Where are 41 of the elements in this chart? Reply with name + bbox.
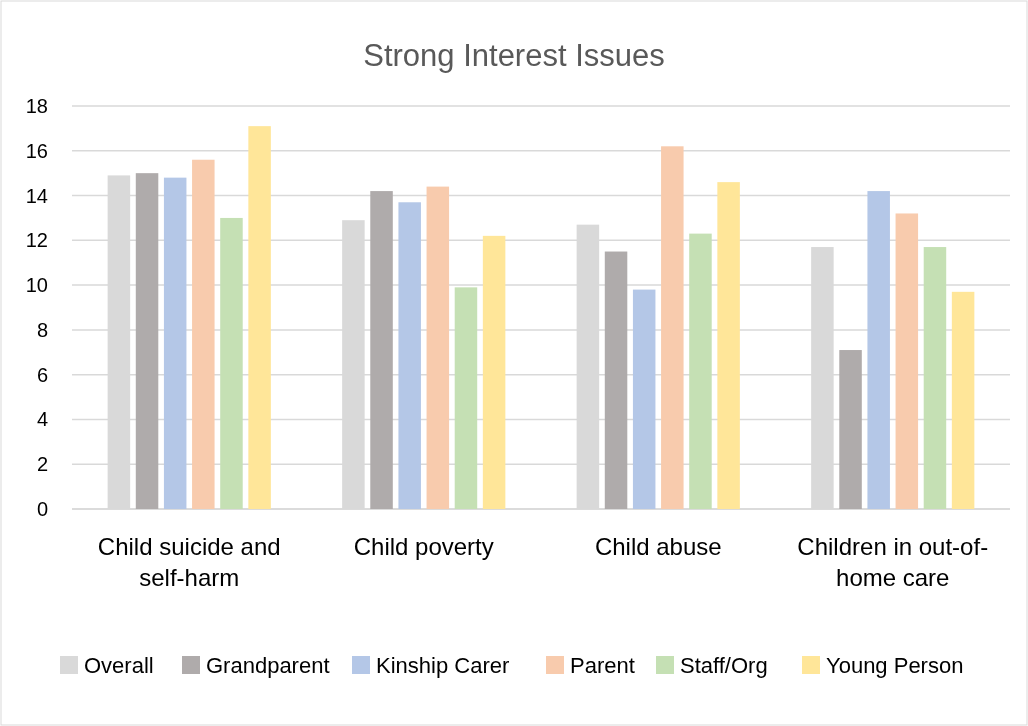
y-tick-label: 6: [36, 363, 48, 386]
bar: [661, 146, 684, 509]
x-tick-label: Children in out-of-home care: [797, 533, 989, 591]
y-tick-label: 16: [25, 139, 48, 162]
y-tick-label: 8: [36, 318, 48, 341]
legend-label: Parent: [570, 652, 635, 678]
y-tick-label: 2: [36, 453, 48, 476]
bar: [867, 191, 890, 509]
bar: [454, 287, 478, 509]
y-tick-label: 4: [36, 408, 48, 431]
bar: [192, 159, 215, 509]
bar: [482, 235, 506, 509]
bar: [632, 289, 656, 509]
legend-label: Young Person: [826, 652, 964, 678]
chart-title: Strong Interest Issues: [363, 38, 665, 73]
y-tick-label: 14: [25, 184, 48, 207]
bar: [220, 217, 243, 509]
bar: [951, 291, 975, 509]
legend-label: Overall: [84, 652, 154, 678]
y-tick-label: 0: [36, 498, 48, 520]
bar: [135, 173, 159, 509]
bar: [923, 247, 947, 509]
legend-label: Kinship Carer: [376, 652, 510, 678]
bar: [370, 191, 393, 509]
bar: [163, 177, 187, 509]
bar: [398, 202, 421, 509]
bar: [717, 182, 740, 509]
legend-label: Staff/Org: [680, 652, 768, 678]
legend-label: Grandparent: [206, 652, 330, 678]
bar: [248, 126, 271, 509]
y-tick-label: 18: [25, 95, 48, 117]
bar: [689, 233, 712, 509]
x-tick-label: Child poverty: [353, 533, 494, 560]
y-tick-label: 10: [25, 274, 48, 297]
bar: [895, 213, 919, 509]
y-tick-label: 12: [25, 229, 48, 252]
x-tick-label: Child suicide and self-harm: [97, 533, 281, 591]
bar: [426, 186, 450, 509]
bar: [839, 350, 862, 509]
bar: [604, 251, 628, 509]
x-tick-label: Child abuse: [594, 533, 722, 560]
